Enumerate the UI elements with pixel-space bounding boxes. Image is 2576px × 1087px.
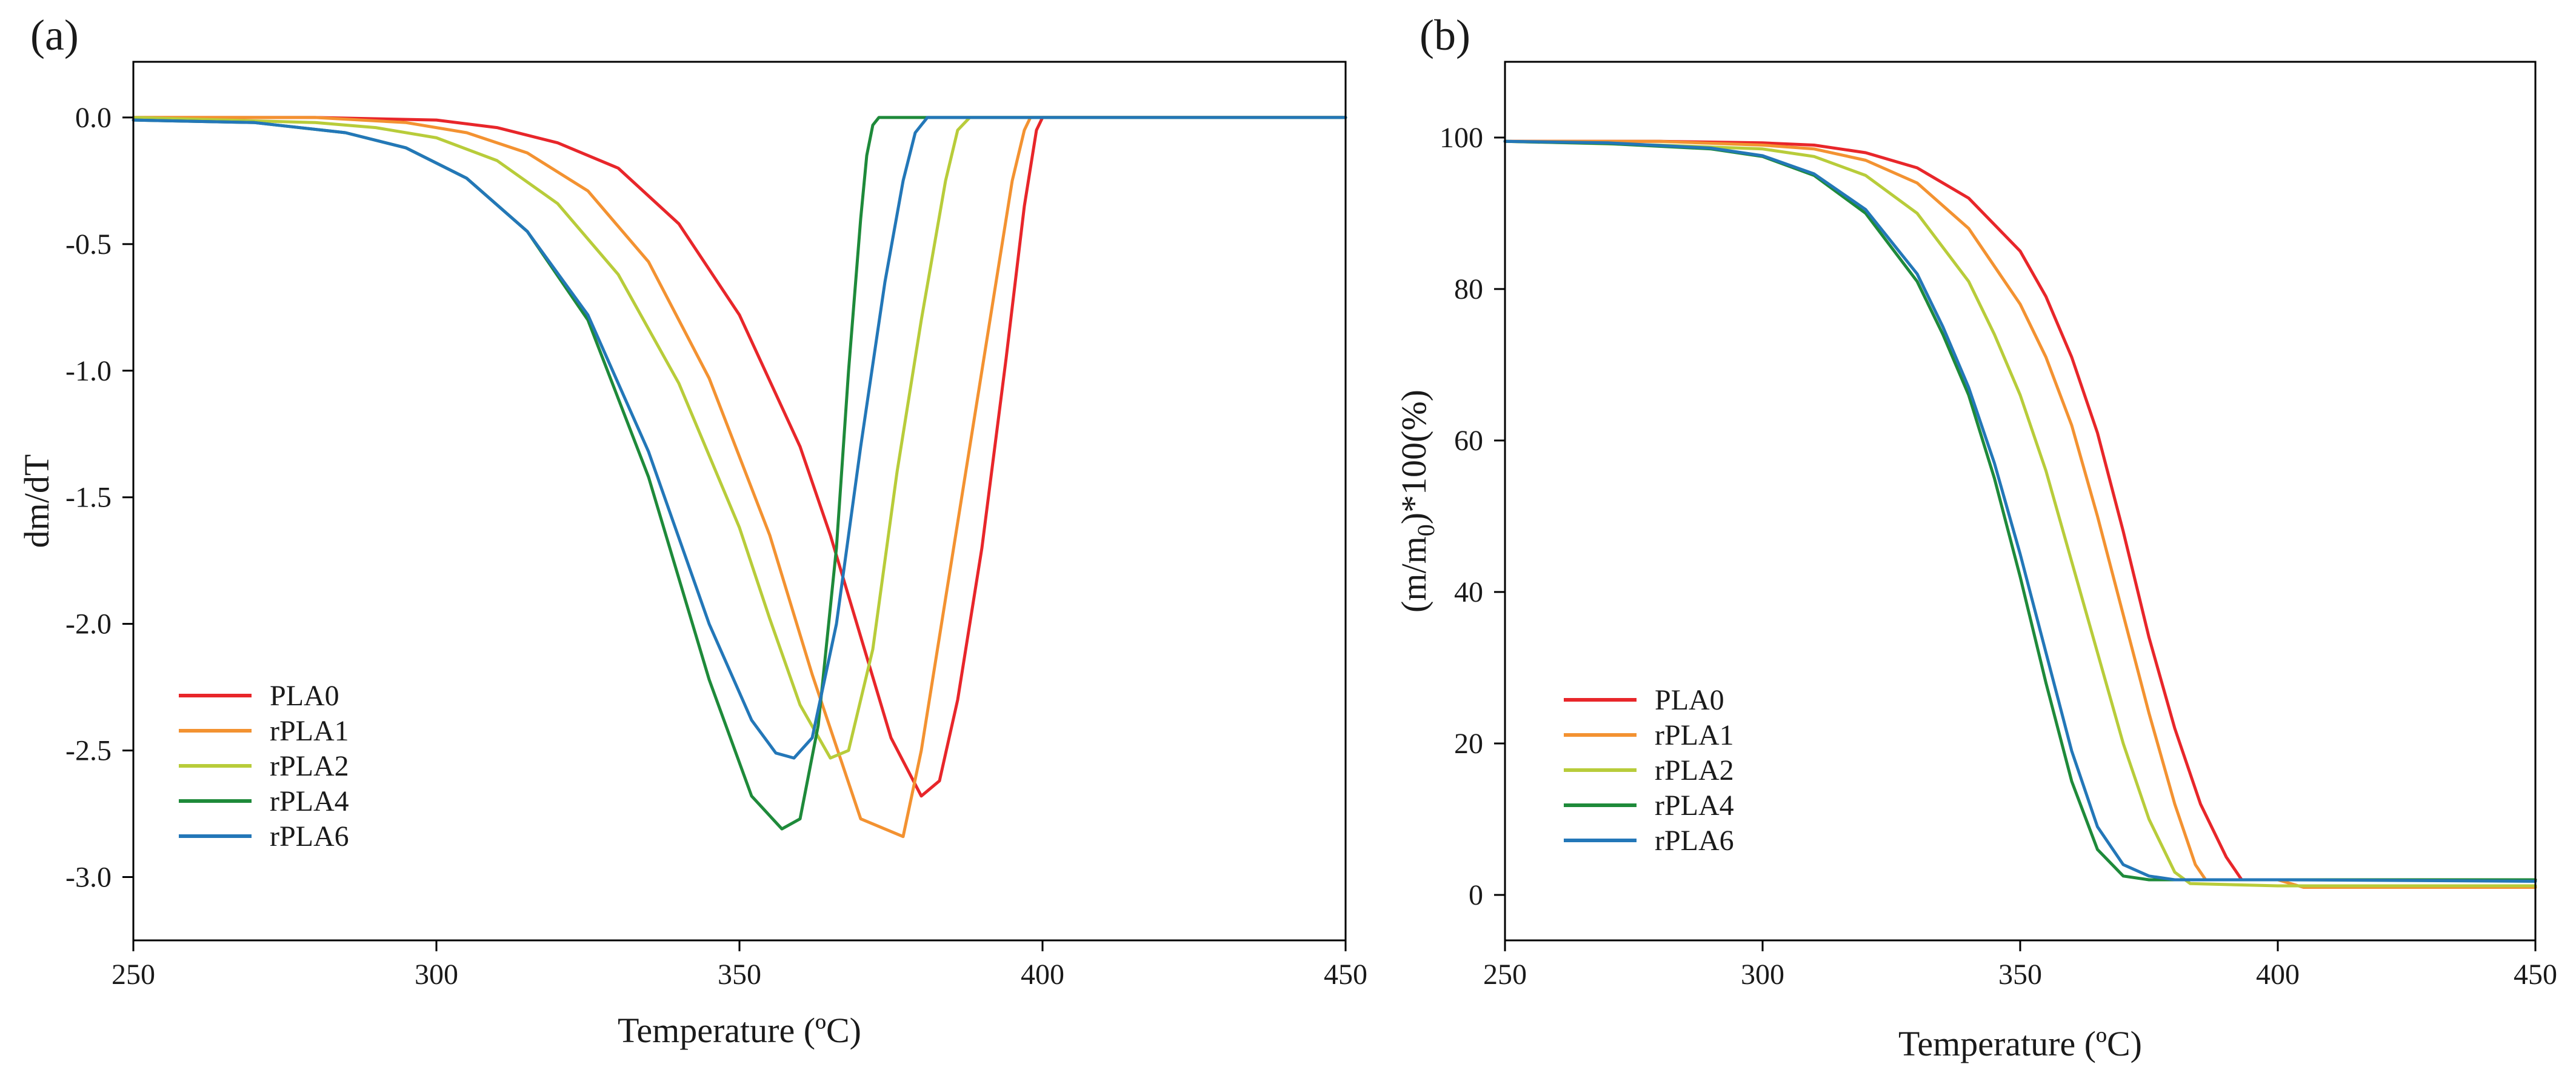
panel-a-y-tick-label: -0.5 <box>65 228 112 261</box>
panel-b: (b) 250 300 350 400 450 0 20 40 60 80 100 Tempera… <box>1394 11 2557 1063</box>
panel-b-series-pla0 <box>1503 139 2537 882</box>
panel-b-y-axis: 0 20 40 60 80 100 <box>1440 122 1505 911</box>
panel-a-x-tick-label: 450 <box>1324 959 1367 991</box>
panel-b-x-axis: 250 300 350 400 450 <box>1483 940 2557 991</box>
legend-label-rpla4: rPLA4 <box>270 785 349 817</box>
panel-b-series-rpla2 <box>1503 139 2537 888</box>
panel-a-y-tick-label: -1.5 <box>65 482 112 514</box>
panel-a-series-rpla2 <box>132 116 1347 760</box>
panel-b-y-tick-label: 40 <box>1454 576 1483 608</box>
panel-a-x-tick-label: 300 <box>415 959 458 991</box>
panel-a-series-rpla6 <box>132 116 1347 760</box>
panel-b-y-axis-title: (m/m0)*100(%) <box>1394 390 1440 613</box>
legend-label-rpla2: rPLA2 <box>1655 754 1734 786</box>
legend-label-pla0: PLA0 <box>270 680 339 712</box>
panel-a-y-tick-label: -2.0 <box>65 608 112 640</box>
panel-b-series-rpla6 <box>1503 139 2537 883</box>
panel-b-x-tick-label: 450 <box>2514 959 2557 991</box>
panel-a-x-tick-label: 400 <box>1021 959 1064 991</box>
panel-b-y-tick-label: 80 <box>1454 273 1483 305</box>
panel-b-x-tick-label: 300 <box>1741 959 1784 991</box>
panel-b-y-tick-label: 20 <box>1454 728 1483 760</box>
legend-label-rpla2: rPLA2 <box>270 750 349 782</box>
panel-b-x-tick-label: 350 <box>1998 959 2042 991</box>
panel-b-y-axis-title-part-1: (m/m <box>1394 536 1433 613</box>
panel-b-y-tick-label: 60 <box>1454 425 1483 457</box>
legend-label-rpla1: rPLA1 <box>1655 719 1734 751</box>
panel-a-x-axis-title: Temperature (ºC) <box>618 1011 861 1050</box>
panel-b-x-tick-label: 400 <box>2256 959 2300 991</box>
panel-b-y-tick-label: 100 <box>1440 122 1483 154</box>
panel-a-y-tick-label: -2.5 <box>65 735 112 767</box>
panel-a-y-axis: 0.0 -0.5 -1.0 -1.5 -2.0 -2.5 -3.0 <box>65 102 133 894</box>
panel-a-series-rpla1 <box>132 116 1347 839</box>
panel-b-label: (b) <box>1420 11 1470 59</box>
panel-a-y-tick-label: 0.0 <box>75 102 112 134</box>
legend-label-rpla4: rPLA4 <box>1655 789 1734 822</box>
panel-a-y-tick-label: -1.0 <box>65 355 112 387</box>
legend-label-rpla6: rPLA6 <box>1655 825 1734 857</box>
legend-label-rpla6: rPLA6 <box>270 820 349 853</box>
panel-a-x-axis: 250 300 350 400 450 <box>112 940 1367 991</box>
panel-a-y-tick-label: -3.0 <box>65 862 112 894</box>
panel-b-x-tick-label: 250 <box>1483 959 1527 991</box>
panel-b-y-tick-label: 0 <box>1469 879 1483 911</box>
panel-b-x-axis-title: Temperature (ºC) <box>1898 1024 2142 1063</box>
panel-a-label: (a) <box>30 11 79 59</box>
legend-label-pla0: PLA0 <box>1655 684 1724 716</box>
panel-b-y-axis-title-part-2: )*100(%) <box>1394 390 1433 524</box>
panel-a-series-pla0 <box>132 116 1347 798</box>
legend-label-rpla1: rPLA1 <box>270 715 349 747</box>
panel-b-y-axis-title-subscript: 0 <box>1412 524 1440 536</box>
panel-a-x-tick-label: 350 <box>718 959 761 991</box>
panel-b-series <box>1503 139 2537 889</box>
panel-a: (a) 250 300 350 400 450 0.0 -0.5 -1.0 -1.5 -2.0 -… <box>17 11 1367 1050</box>
panel-a-x-tick-label: 250 <box>112 959 155 991</box>
panel-a-y-axis-title: dm/dT <box>17 454 56 548</box>
panel-a-series <box>132 116 1347 839</box>
